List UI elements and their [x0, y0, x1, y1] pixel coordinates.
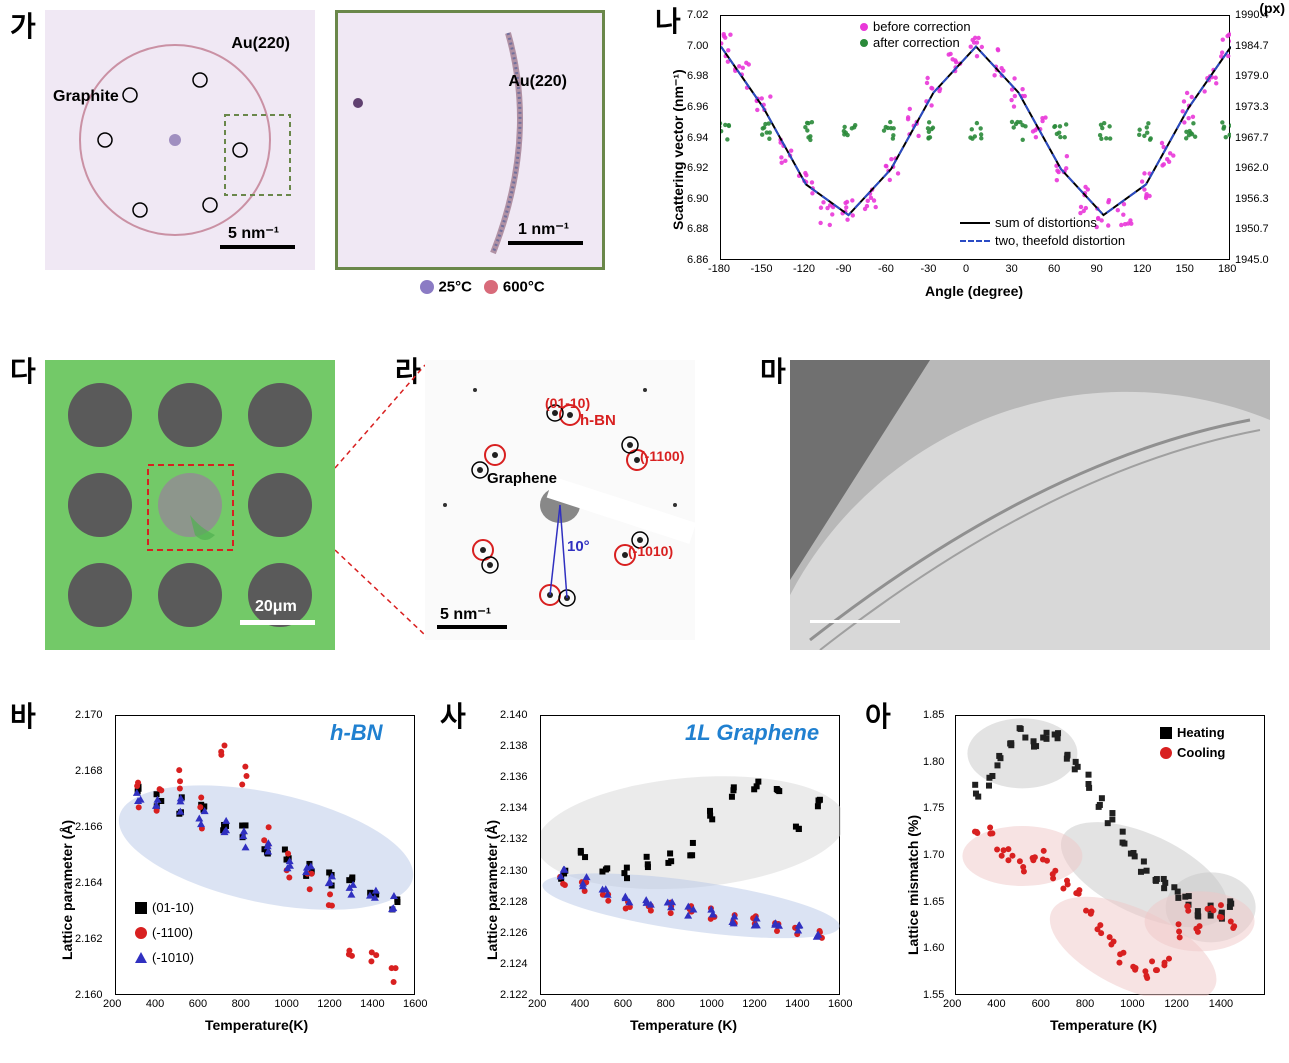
panel-da-optical: 20μm: [45, 360, 335, 650]
ra-hbn-label: h-BN: [580, 412, 616, 429]
panel-sa-chart: 1L Graphene Lattice parameter (Å) Temper…: [470, 700, 850, 1050]
panel-ga-inset: Au(220) 1 nm⁻¹: [335, 10, 605, 270]
ah-leg-heat-t: Heating: [1177, 725, 1225, 740]
ba-xlabel: Temperature(K): [205, 1017, 308, 1033]
scalebar-inset: [508, 241, 583, 245]
na-xlabel: Angle (degree): [925, 283, 1023, 299]
legend-25c: 25°C: [438, 278, 472, 295]
ba-leg3-t: (-1010): [152, 950, 194, 965]
panel-ba-chart: h-BN Lattice parameter (Å) Temperature(K…: [45, 700, 425, 1050]
scalebar-ga-text: 5 nm⁻¹: [228, 223, 279, 243]
panel-label-ba: 바: [10, 695, 36, 735]
ah-xlabel: Temperature (K): [1050, 1017, 1157, 1033]
ba-leg3-m: [135, 952, 147, 963]
scalebar-ga: [220, 245, 295, 249]
ra-idx3: (-1010): [628, 543, 673, 559]
ah-leg-cool-m: [1160, 747, 1172, 759]
na-legend-two-text: two, theefold distortion: [995, 233, 1125, 248]
legend-line-two: [960, 240, 990, 242]
panel-ma-tem: [790, 360, 1270, 650]
legend-dot-25c: [420, 280, 434, 294]
sa-svg: [541, 716, 841, 996]
ah-ylabel: Lattice mismatch (%): [905, 735, 921, 955]
ra-angle-label: 10°: [567, 538, 590, 555]
sa-plot-area: [540, 715, 840, 995]
ma-svg: [790, 360, 1270, 650]
scalebar-inset-text: 1 nm⁻¹: [518, 219, 569, 239]
scalebar-da: [240, 620, 315, 625]
scalebar-da-text: 20μm: [255, 598, 297, 616]
ba-leg3: (-1010): [135, 950, 194, 965]
ah-leg-cool-t: Cooling: [1177, 745, 1225, 760]
ba-leg1-t: (01-10): [152, 900, 194, 915]
scalebar-ma: [810, 620, 900, 623]
ah-leg-cool: Cooling: [1160, 745, 1225, 760]
na-legend-before: before correction: [860, 19, 971, 34]
ba-leg2: (-1100): [135, 925, 193, 940]
ba-leg2-m: [135, 927, 147, 939]
sa-title: 1L Graphene: [685, 720, 819, 746]
panel-ra-saed: h-BN (01-10) (-1100) (-1010) Graphene 10…: [425, 360, 695, 640]
ba-leg2-t: (-1100): [152, 925, 193, 940]
legend-600c: 600°C: [503, 278, 545, 295]
panel-label-ga: 가: [10, 5, 36, 45]
sa-ylabel: Lattice parameter (Å): [484, 730, 500, 960]
na-ylabel-left: Scattering vector (nm⁻¹): [670, 10, 687, 230]
panel-ga-diffraction: Graphite Au(220) 5 nm⁻¹: [45, 10, 315, 270]
panel-na-chart: Scattering vector (nm⁻¹) (px) Angle (deg…: [655, 5, 1285, 305]
na-legend-after-text: after correction: [873, 35, 960, 50]
ba-leg1-m: [135, 902, 147, 914]
scalebar-ra-text: 5 nm⁻¹: [440, 604, 491, 624]
panel-ah-chart: Lattice mismatch (%) Temperature (K) Hea…: [895, 700, 1275, 1050]
panel-label-ah: 아: [865, 695, 891, 735]
ba-ylabel: Lattice parameter (Å): [59, 730, 75, 960]
ah-leg-heat-m: [1160, 727, 1172, 739]
na-legend-before-text: before correction: [873, 19, 971, 34]
na-legend-after: after correction: [860, 35, 960, 50]
panel-label-ra: 라: [395, 350, 421, 390]
legend-marker-after: [860, 39, 868, 47]
ra-idx2: (-1100): [640, 448, 684, 464]
panel-label-sa: 사: [440, 695, 466, 735]
au220-label: Au(220): [231, 35, 290, 53]
au220-inset-label: Au(220): [508, 73, 567, 91]
na-legend-two: two, theefold distortion: [960, 233, 1125, 248]
ah-leg-heat: Heating: [1160, 725, 1225, 740]
ra-graphene-label: Graphene: [487, 470, 557, 487]
ga-color-legend: 25°C 600°C: [420, 278, 545, 296]
panel-label-da: 다: [10, 350, 36, 390]
legend-marker-before: [860, 23, 868, 31]
sa-xlabel: Temperature (K): [630, 1017, 737, 1033]
scalebar-ra: [437, 625, 507, 629]
ra-idx1: (01-10): [545, 395, 590, 411]
ba-leg1: (01-10): [135, 900, 194, 915]
legend-dot-600c: [484, 280, 498, 294]
legend-line-sum: [960, 222, 990, 224]
graphite-label: Graphite: [53, 88, 119, 106]
na-legend-sum: sum of distortions: [960, 215, 1097, 230]
panel-label-ma: 마: [760, 350, 786, 390]
da-to-ra-lines: [335, 360, 435, 650]
ba-title: h-BN: [330, 720, 383, 746]
na-legend-sum-text: sum of distortions: [995, 215, 1097, 230]
